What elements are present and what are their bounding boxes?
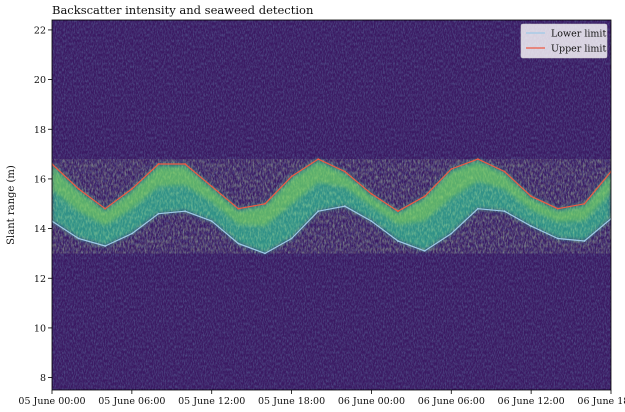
series-point [450, 168, 453, 170]
y-tick-label: 8 [40, 373, 46, 384]
series-point [370, 220, 373, 223]
seaweed-intensity-band [52, 159, 611, 254]
limit-lines [52, 158, 611, 255]
series-point [131, 232, 133, 235]
series-point [477, 158, 479, 161]
x-tick-label: 05 June 18:00 [258, 396, 325, 407]
x-tick-label: 05 June 00:00 [18, 396, 85, 407]
plot-area [51, 19, 612, 391]
seaweed-core [52, 162, 611, 227]
series-point [423, 250, 426, 252]
y-axis-label: Slant range (m) [6, 165, 17, 245]
y-tick-label: 16 [34, 174, 46, 185]
series-point [423, 195, 426, 198]
series-point [397, 240, 399, 242]
series-point [477, 207, 479, 210]
x-tick-label: 05 June 06:00 [98, 396, 165, 407]
series-point [503, 170, 506, 173]
x-tick-label: 06 June 12:00 [498, 396, 565, 407]
x-axis: 05 June 00:00 05 June 06:00 05 June 12:00 0… [18, 390, 625, 407]
series-point [556, 207, 559, 210]
series-point [450, 232, 453, 235]
y-axis: 8 10 12 14 16 18 20 22 [34, 25, 52, 384]
series-line-lower-limit [52, 205, 611, 254]
series-point [157, 212, 160, 215]
series-point [343, 205, 346, 208]
series-point [503, 210, 506, 213]
series-line-upper-limit [52, 158, 611, 212]
y-tick-label: 18 [34, 125, 46, 136]
series-point [264, 202, 266, 205]
series-point [556, 237, 559, 240]
x-tick-label: 05 June 12:00 [178, 396, 245, 407]
series-point [104, 207, 107, 210]
series-point [237, 242, 240, 245]
legend-label-lower-limit: Lower limit [551, 29, 606, 40]
legend: Lower limit Upper limit [520, 23, 608, 59]
x-tick-label: 06 June 00:00 [338, 396, 405, 407]
series-point [264, 252, 266, 255]
series-point [77, 237, 80, 240]
series-point [583, 202, 586, 205]
series-point [184, 163, 187, 165]
plot-frame [51, 19, 612, 391]
series-point [131, 188, 133, 190]
series-point [157, 163, 160, 165]
y-tick-label: 22 [34, 25, 46, 36]
series-point [290, 175, 293, 178]
series-point [317, 158, 320, 161]
series-point [210, 185, 213, 188]
y-tick-label: 20 [34, 75, 46, 86]
series-point [184, 210, 187, 213]
y-tick-label: 10 [34, 323, 46, 334]
series-point [343, 170, 346, 173]
series-point [530, 225, 532, 228]
series-point [290, 237, 293, 240]
series-point [77, 188, 80, 190]
series-point [530, 195, 532, 198]
x-tick-label: 06 June 18:00 [577, 396, 625, 407]
x-tick-label: 06 June 06:00 [418, 396, 485, 407]
chart-title: Backscatter intensity and seaweed detect… [52, 3, 314, 17]
y-tick-label: 12 [34, 274, 46, 285]
series-point [104, 245, 107, 247]
series-point [397, 210, 399, 213]
legend-label-upper-limit: Upper limit [551, 44, 606, 55]
series-point [210, 220, 213, 223]
series-point [317, 210, 320, 213]
series-point [583, 240, 586, 242]
y-tick-label: 14 [34, 224, 46, 235]
series-point [237, 207, 240, 210]
series-point [370, 192, 373, 195]
